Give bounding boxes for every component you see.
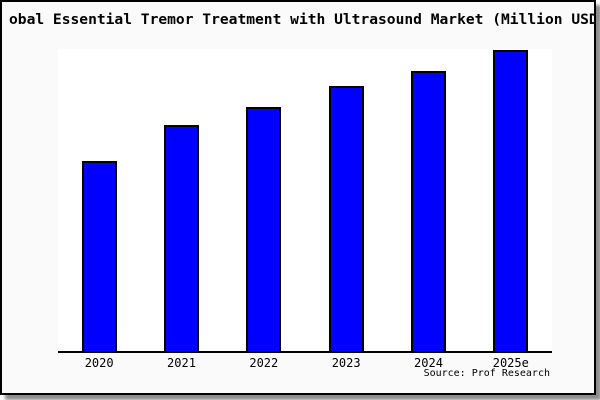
x-tick-label-2022: 2022 (249, 356, 279, 370)
x-axis-line (58, 351, 552, 353)
chart-title: obal Essential Tremor Treatment with Ult… (9, 11, 596, 28)
x-tick-label-2021: 2021 (167, 356, 196, 370)
bar-slot (140, 49, 222, 351)
source-label: Source: Prof Research (423, 368, 550, 379)
x-tick-label-2020: 2020 (84, 356, 114, 370)
x-tick-label-2025e: 2025e (492, 356, 529, 370)
bar-slot (223, 49, 305, 351)
x-tick-row: 2020 2021 2022 2023 2024 2025e (58, 355, 552, 371)
bar-2020 (81, 161, 117, 351)
bar-slot (305, 49, 387, 351)
bar-2025e (493, 50, 529, 351)
bar-2024 (410, 71, 446, 351)
bar-slot (470, 49, 552, 351)
plot-area (58, 49, 552, 351)
bar-2021 (163, 125, 199, 351)
bar-slot (58, 49, 140, 351)
bar-slot (387, 49, 469, 351)
x-tick-label-2024: 2024 (414, 356, 443, 370)
x-tick-label-2023: 2023 (331, 356, 361, 370)
bar-2022 (246, 107, 282, 351)
bar-2023 (328, 86, 364, 351)
